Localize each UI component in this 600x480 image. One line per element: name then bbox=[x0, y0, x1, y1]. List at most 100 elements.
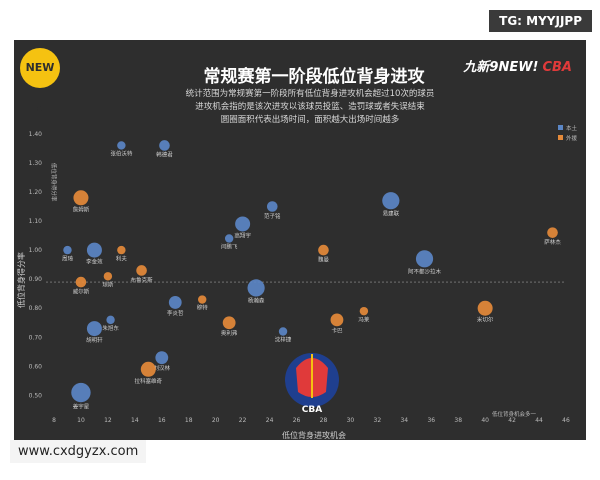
point-label: 韩德君 bbox=[156, 151, 173, 159]
x-tick-label: 10 bbox=[77, 417, 85, 424]
data-point[interactable] bbox=[382, 192, 400, 210]
cba-logo-text: CBA bbox=[542, 60, 572, 75]
point-label: 易建联 bbox=[383, 209, 400, 217]
point-label: 阿不都沙拉木 bbox=[408, 267, 442, 275]
point-label: 胡明轩 bbox=[86, 336, 103, 344]
data-point[interactable] bbox=[198, 295, 207, 304]
chart-subtitle: 统计范围为常规赛第一阶段所有低位背身进攻机会超过10次的球员 进攻机会指的是该次… bbox=[160, 88, 460, 127]
x-tick-label: 36 bbox=[427, 417, 435, 424]
data-point[interactable] bbox=[136, 265, 147, 276]
data-point[interactable] bbox=[278, 327, 288, 336]
y-tick-label: 1.40 bbox=[29, 131, 43, 138]
point-label: 范子铭 bbox=[264, 212, 281, 220]
data-point[interactable] bbox=[547, 227, 558, 238]
point-label: 沈梓捷 bbox=[275, 336, 292, 344]
x-tick-label: 24 bbox=[266, 417, 274, 424]
legend-label: 外援 bbox=[566, 134, 578, 142]
watermark-top: TG: MYYJJPP bbox=[489, 10, 592, 32]
data-point[interactable] bbox=[235, 216, 251, 232]
data-point[interactable] bbox=[155, 351, 169, 365]
chart-panel: NEW 9 九新9NEW! CBA 常规赛第一阶段低位背身进攻 统计范围为常规赛第… bbox=[14, 40, 586, 440]
point-label: 利夫 bbox=[116, 254, 128, 262]
data-point[interactable] bbox=[106, 315, 115, 325]
data-point[interactable] bbox=[117, 245, 126, 255]
point-label: 卡巴 bbox=[331, 326, 343, 334]
data-point[interactable] bbox=[224, 234, 234, 243]
point-label: 高翔宇 bbox=[234, 231, 251, 239]
data-point[interactable] bbox=[140, 361, 156, 377]
y-tick-label: 0.50 bbox=[29, 392, 43, 399]
data-point[interactable] bbox=[63, 245, 72, 255]
subtitle-line: 圆圈面积代表出场时间，面积越大出场时间越多 bbox=[220, 115, 400, 125]
point-label: 威尔斯 bbox=[73, 287, 90, 295]
x-tick-label: 14 bbox=[131, 417, 139, 424]
point-label: 魏曼 bbox=[318, 255, 330, 263]
x-tick-label: 26 bbox=[293, 417, 301, 424]
point-label: 周琦 bbox=[62, 255, 74, 262]
y-tick-label: 0.80 bbox=[29, 305, 43, 312]
brand-logo-right: 九新9NEW! CBA bbox=[463, 56, 572, 75]
point-label: 刘汉林 bbox=[154, 364, 171, 372]
subtitle-line: 统计范围为常规赛第一阶段所有低位背身进攻机会超过10次的球员 bbox=[185, 89, 435, 99]
data-point[interactable] bbox=[159, 140, 170, 151]
y-tick-label: 0.60 bbox=[29, 363, 43, 370]
data-point[interactable] bbox=[318, 244, 329, 256]
point-label: 冯莱 bbox=[358, 315, 370, 323]
data-point[interactable] bbox=[71, 382, 91, 403]
y-ticks: 0.50 0.60 0.70 0.80 0.90 1.00 1.10 1.20 1.30 1.40 bbox=[29, 131, 43, 400]
data-point[interactable] bbox=[330, 313, 344, 327]
cba-emblem-text: CBA bbox=[302, 405, 322, 415]
x-tick-label: 12 bbox=[104, 417, 112, 424]
data-point[interactable] bbox=[103, 272, 113, 281]
data-point[interactable] bbox=[477, 300, 493, 316]
point-label: 姜宇星 bbox=[73, 402, 90, 410]
point-label: 布鲁克斯 bbox=[131, 276, 154, 284]
legend-swatch bbox=[558, 135, 563, 140]
x-tick-label: 32 bbox=[374, 417, 382, 424]
x-tick-label: 16 bbox=[158, 417, 166, 424]
data-point[interactable] bbox=[415, 250, 434, 268]
y-tick-label: 1.10 bbox=[29, 218, 43, 225]
point-label: 米切尔 bbox=[477, 316, 494, 324]
cba-emblem: CBA bbox=[285, 353, 339, 415]
x-tick-label: 44 bbox=[535, 417, 543, 424]
y-tick-label: 1.30 bbox=[29, 160, 43, 167]
brand-logo-main: 九新9NEW! bbox=[463, 60, 539, 75]
point-label: 琼斯 bbox=[102, 280, 114, 288]
point-label: 穆特 bbox=[197, 304, 209, 312]
data-point[interactable] bbox=[222, 316, 236, 330]
x-tick-label: 18 bbox=[185, 417, 193, 424]
x-tick-label: 42 bbox=[508, 417, 516, 424]
chart-title: 常规赛第一阶段低位背身进攻 bbox=[203, 67, 425, 87]
x-tick-label: 20 bbox=[212, 417, 220, 424]
x-tick-label: 46 bbox=[562, 417, 570, 424]
bottom-right-note: 低位背身机会多一 bbox=[492, 410, 537, 418]
data-point[interactable] bbox=[117, 141, 126, 150]
x-tick-label: 40 bbox=[481, 417, 489, 424]
point-label: 詹姆斯 bbox=[73, 205, 90, 213]
y-tick-label: 1.20 bbox=[29, 189, 43, 196]
data-point[interactable] bbox=[73, 190, 89, 206]
x-tick-label: 38 bbox=[454, 417, 462, 424]
x-axis-label: 低位背身进攻机会 bbox=[282, 430, 346, 440]
point-label: 张伯沃特 bbox=[110, 150, 133, 158]
x-ticks: 8 10 12 14 16 18 20 22 24 26 28 30 32 34 36 38 40 42 44 46 bbox=[52, 417, 570, 424]
data-point[interactable] bbox=[168, 296, 182, 309]
point-label: 拉科塞维奇 bbox=[135, 377, 163, 385]
data-point[interactable] bbox=[86, 321, 102, 337]
point-label: 萨林杰 bbox=[544, 238, 561, 246]
data-point[interactable] bbox=[247, 279, 265, 297]
data-point[interactable] bbox=[266, 201, 278, 212]
legend-swatch bbox=[558, 125, 563, 130]
scatter-plot: 0.50 0.60 0.70 0.80 0.90 1.00 1.10 1.20 1.30 1.40… bbox=[16, 124, 578, 440]
data-point[interactable] bbox=[75, 276, 87, 288]
y-axis-label: 低位背身得分率 bbox=[16, 252, 26, 308]
point-label: 闫鹏飞 bbox=[221, 243, 238, 251]
point-label: 李炎哲 bbox=[167, 309, 184, 317]
data-point[interactable] bbox=[86, 242, 102, 258]
data-point[interactable] bbox=[359, 306, 369, 316]
point-label: 李金效 bbox=[86, 258, 103, 266]
point-label: 朱旭东 bbox=[102, 324, 119, 332]
x-tick-label: 22 bbox=[239, 417, 247, 424]
